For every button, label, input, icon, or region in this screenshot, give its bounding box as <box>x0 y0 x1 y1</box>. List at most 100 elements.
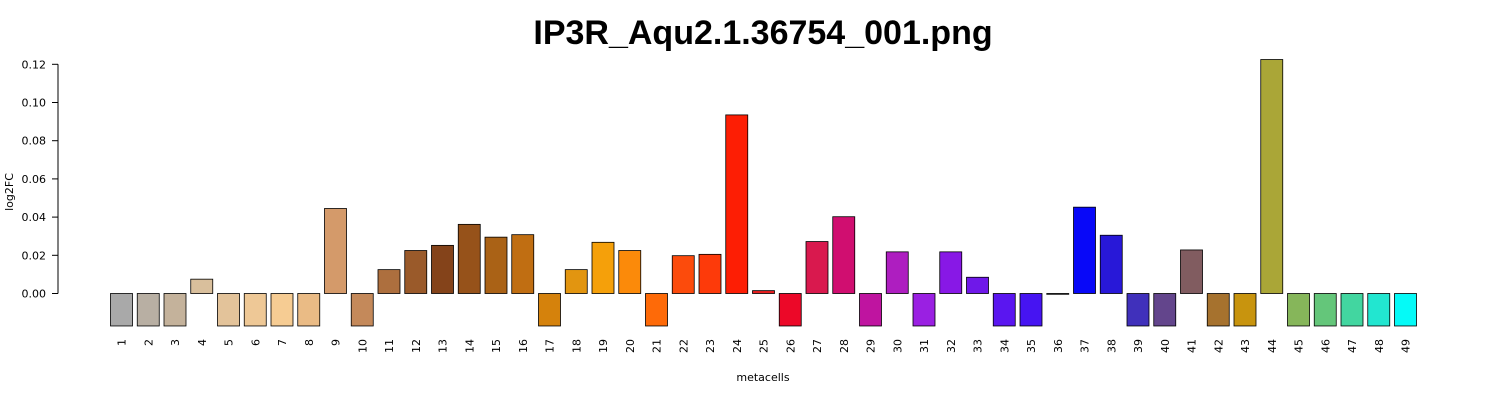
x-tick-label: 24 <box>731 339 744 353</box>
x-tick-label: 28 <box>838 339 851 353</box>
bar-28 <box>832 216 856 294</box>
x-tick-label: 39 <box>1132 339 1145 353</box>
bar-12 <box>404 250 428 294</box>
bar-25 <box>752 290 775 294</box>
bar-18 <box>564 269 588 294</box>
bar-44 <box>1260 59 1284 294</box>
x-tick-label: 29 <box>865 339 878 353</box>
bar-11 <box>377 269 401 294</box>
x-tick-label: 21 <box>651 339 664 353</box>
x-tick-label: 36 <box>1052 339 1065 353</box>
chart-title: IP3R_Aqu2.1.36754_001.png <box>533 14 992 52</box>
bar-5 <box>217 293 240 327</box>
x-tick-label: 9 <box>330 339 343 346</box>
bar-43 <box>1233 293 1257 327</box>
bar-8 <box>297 293 321 327</box>
bar-33 <box>966 276 989 294</box>
bar-22 <box>671 255 695 294</box>
bar-31 <box>912 293 936 327</box>
y-tick-label: 0.08 <box>22 135 47 148</box>
bar-15 <box>484 236 508 294</box>
x-tick-label: 31 <box>918 339 931 353</box>
bar-20 <box>618 250 642 294</box>
x-tick-label: 49 <box>1400 339 1413 353</box>
x-tick-label: 3 <box>169 339 182 346</box>
bar-36 <box>1046 293 1070 295</box>
x-tick-label: 11 <box>383 339 396 353</box>
x-tick-label: 30 <box>891 339 904 353</box>
x-axis-label: metacells <box>736 371 789 384</box>
x-tick-label: 45 <box>1293 339 1306 353</box>
bar-39 <box>1126 293 1150 327</box>
bar-30 <box>885 251 909 294</box>
x-tick-label: 7 <box>276 339 289 346</box>
x-tick-label: 8 <box>303 339 316 346</box>
x-tick-label: 27 <box>811 339 824 353</box>
x-tick-label: 23 <box>704 339 717 353</box>
x-tick-label: 4 <box>196 339 209 346</box>
bar-47 <box>1340 293 1364 327</box>
bar-21 <box>645 293 668 327</box>
x-tick-label: 10 <box>356 339 369 353</box>
bar-26 <box>778 293 802 327</box>
x-tick-label: 19 <box>597 339 610 353</box>
y-tick-label: 0.02 <box>22 249 47 262</box>
x-tick-label: 40 <box>1159 339 1172 353</box>
bar-9 <box>324 208 347 294</box>
bar-1 <box>110 293 133 327</box>
x-tick-labels: 1 2 3 4 5 6 7 8 9 10 11 12 13 14 15 16 17 18 19 20 21 22 23 24 2… <box>116 339 1413 353</box>
x-tick-label: 44 <box>1266 339 1279 353</box>
bar-23 <box>698 253 722 294</box>
bar-42 <box>1206 293 1230 327</box>
x-tick-label: 48 <box>1373 339 1386 353</box>
x-tick-label: 22 <box>677 339 690 353</box>
bar-7 <box>270 293 294 327</box>
bar-10 <box>350 293 374 327</box>
x-tick-label: 43 <box>1239 339 1252 353</box>
bars-group <box>110 59 1417 327</box>
y-tick-label: 0.10 <box>22 97 47 110</box>
x-tick-label: 6 <box>249 339 262 346</box>
y-axis: 0.00 0.02 0.04 0.06 0.08 0.10 0.12 <box>22 58 59 301</box>
bar-27 <box>805 241 829 294</box>
bar-24 <box>725 114 749 294</box>
x-tick-label: 47 <box>1346 339 1359 353</box>
bar-13 <box>431 244 454 294</box>
y-tick-label: 0.00 <box>22 288 47 301</box>
bar-41 <box>1180 249 1203 294</box>
bar-35 <box>1019 293 1043 327</box>
x-tick-label: 20 <box>624 339 637 353</box>
bar-14 <box>457 223 481 294</box>
x-tick-label: 16 <box>517 339 530 353</box>
x-tick-label: 14 <box>463 339 476 353</box>
bar-34 <box>992 293 1016 327</box>
x-tick-label: 34 <box>998 339 1011 353</box>
bar-40 <box>1153 293 1177 327</box>
bar-48 <box>1367 293 1391 327</box>
x-tick-label: 46 <box>1319 339 1332 353</box>
y-tick-label: 0.04 <box>22 211 47 224</box>
x-tick-label: 38 <box>1105 339 1118 353</box>
bar-49 <box>1394 293 1417 327</box>
x-tick-label: 12 <box>410 339 423 353</box>
x-tick-label: 26 <box>784 339 797 353</box>
x-tick-label: 35 <box>1025 339 1038 353</box>
x-tick-label: 18 <box>570 339 583 353</box>
x-tick-label: 1 <box>116 339 129 346</box>
bar-16 <box>511 234 535 294</box>
x-tick-label: 41 <box>1186 339 1199 353</box>
x-tick-label: 33 <box>972 339 985 353</box>
x-tick-label: 13 <box>437 339 450 353</box>
bar-4 <box>190 278 214 294</box>
bar-3 <box>163 293 187 327</box>
bar-29 <box>859 293 882 327</box>
y-tick-label: 0.06 <box>22 173 47 186</box>
x-tick-label: 32 <box>945 339 958 353</box>
x-tick-label: 15 <box>490 339 503 353</box>
x-tick-label: 25 <box>758 339 771 353</box>
bar-17 <box>538 293 561 327</box>
bar-45 <box>1287 293 1310 327</box>
y-axis-label: log2FC <box>3 173 16 211</box>
y-tick-label: 0.12 <box>22 58 47 71</box>
